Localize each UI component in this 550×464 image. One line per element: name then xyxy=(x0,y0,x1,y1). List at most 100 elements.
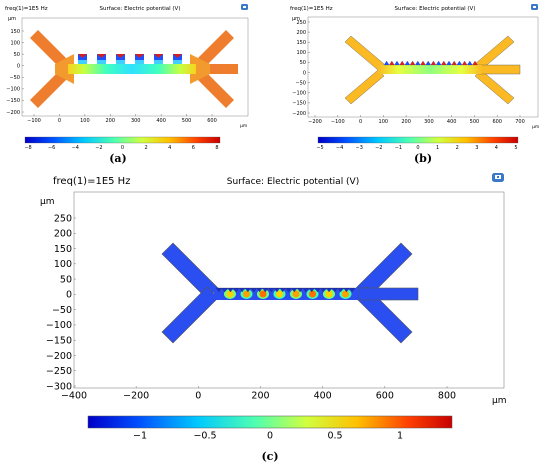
y-tick-label: 50 xyxy=(14,52,20,58)
x-tick-label: 200 xyxy=(106,118,116,124)
panel-a-freq: freq(1)=1E5 Hz xyxy=(5,6,48,12)
x-tick-label: 800 xyxy=(438,391,456,402)
y-tick-label: 150 xyxy=(296,40,306,46)
field-hotspot xyxy=(276,290,283,298)
electrode-tooth xyxy=(250,287,257,293)
colorbar-tick-label: 1 xyxy=(436,145,439,151)
colorbar-tick-label: 1 xyxy=(397,431,403,442)
electrode-tooth xyxy=(425,60,431,66)
colorbar-tick-label: −5 xyxy=(316,145,323,151)
y-tick-label: −300 xyxy=(46,381,72,392)
y-tick-label: 100 xyxy=(10,40,20,46)
x-tick-label: 200 xyxy=(401,119,411,125)
electrode-pillar xyxy=(78,54,87,64)
y-tick-label: −200 xyxy=(46,351,72,362)
electrode-tooth xyxy=(325,287,333,293)
y-tick-label: −50 xyxy=(295,80,306,86)
electrode-tooth xyxy=(221,287,228,293)
field-hotspot xyxy=(342,290,349,298)
electrode-base xyxy=(97,60,106,64)
field-hotspot xyxy=(292,290,300,298)
colorbar-tick-label: −4 xyxy=(336,145,343,151)
panel-a-label: (a) xyxy=(109,152,127,165)
electrode-tooth xyxy=(279,287,286,293)
electrode-tooth xyxy=(343,287,350,293)
colorbar-tick-label: 5 xyxy=(514,145,517,151)
colorbar-tick-label: −0.5 xyxy=(193,431,216,442)
panel-b-xticks: −200 −100 0 100 200 300 400 500 600 700 xyxy=(308,115,525,125)
y-tick-label: 100 xyxy=(296,50,306,56)
y-tick-label: 150 xyxy=(10,29,20,35)
electrode-base xyxy=(135,60,144,64)
electrode-base xyxy=(78,60,87,64)
panel-b-colorbar xyxy=(317,136,519,144)
x-tick-label: 700 xyxy=(515,119,525,125)
y-tick-label: 0 xyxy=(17,63,20,69)
panel-c-xticks: −400 −200 0 200 400 600 800 xyxy=(61,386,456,402)
colorbar-tick-label: −1 xyxy=(395,145,402,151)
electrode-base xyxy=(116,60,125,64)
panel-c-freq: freq(1)=1E5 Hz xyxy=(53,176,130,187)
panel-a-unit-y: µm xyxy=(8,16,16,22)
field-hotspot xyxy=(325,290,333,298)
panel-b-unit-y: µm xyxy=(292,16,300,22)
colorbar-tick-label: 0 xyxy=(121,145,124,151)
electrode-tooth xyxy=(394,60,400,66)
x-tick-label: 600 xyxy=(376,391,394,402)
x-tick-label: 600 xyxy=(492,119,502,125)
electrode-tooth xyxy=(472,60,478,66)
electrode-tooth xyxy=(409,60,416,66)
electrode-tooth xyxy=(451,60,457,66)
panel-c-device xyxy=(161,242,419,344)
electrode-tooth xyxy=(296,287,304,293)
electrode-pillar xyxy=(135,54,144,64)
x-tick-label: −200 xyxy=(308,119,322,125)
y-tick-label: −250 xyxy=(46,366,72,377)
panel-a-yticks: 150 100 50 0 −50 −100 −150 −200 xyxy=(6,29,24,116)
colorbar-tick-label: −4 xyxy=(72,145,79,151)
x-tick-label: −400 xyxy=(61,391,87,402)
y-tick-label: −200 xyxy=(292,111,306,117)
x-tick-label: 200 xyxy=(251,391,269,402)
colorbar-tick-label: 4 xyxy=(495,145,498,151)
x-tick-label: −100 xyxy=(331,119,345,125)
y-tick-label: −100 xyxy=(6,87,20,93)
electrode-tooth xyxy=(383,60,390,66)
colorbar-tick-label: −3 xyxy=(356,145,363,151)
field-hotspot xyxy=(243,290,250,298)
x-tick-label: 600 xyxy=(207,118,217,124)
panel-c: freq(1)=1E5 Hz Surface: Electric potenti… xyxy=(40,173,507,463)
electrode-tooth xyxy=(415,60,421,66)
panel-a: freq(1)=1E5 Hz Surface: Electric potenti… xyxy=(5,4,249,165)
electrode-tooth xyxy=(238,287,246,293)
field-hotspot xyxy=(226,290,234,298)
electrode-tooth xyxy=(331,287,339,293)
field-hotspot xyxy=(259,290,267,298)
y-tick-label: −150 xyxy=(292,101,306,107)
electrode-tooth xyxy=(273,287,281,293)
electrode-tip xyxy=(135,54,144,58)
x-tick-label: 500 xyxy=(470,119,480,125)
electrode-tip xyxy=(116,54,125,58)
panel-b-yticks: 250 200 150 100 50 0 −50 −100 −150 −200 xyxy=(292,20,310,117)
x-tick-label: 400 xyxy=(156,118,166,124)
colorbar-tick-label: 6 xyxy=(192,145,195,151)
x-tick-label: 0 xyxy=(58,118,61,124)
colorbar-tick-label: 8 xyxy=(215,145,218,151)
electrode-tooth xyxy=(404,60,411,66)
y-tick-label: 50 xyxy=(300,60,306,66)
x-tick-label: 0 xyxy=(359,119,362,125)
electrode-tooth xyxy=(399,60,405,66)
colorbar-tick-label: −1 xyxy=(133,431,147,442)
y-tick-label: 200 xyxy=(296,30,306,36)
electrode-tooth xyxy=(435,60,442,66)
colorbar-tick-label: −2 xyxy=(95,145,102,151)
x-tick-label: 100 xyxy=(379,119,389,125)
y-tick-label: 250 xyxy=(296,20,306,26)
panel-c-title: Surface: Electric potential (V) xyxy=(227,177,359,187)
panel-b-logo-icon xyxy=(531,4,538,10)
panel-b-label: (b) xyxy=(414,152,432,165)
panel-b-freq: freq(1)=1E5 Hz xyxy=(290,6,333,12)
panel-c-unit-y: µm xyxy=(40,197,55,207)
